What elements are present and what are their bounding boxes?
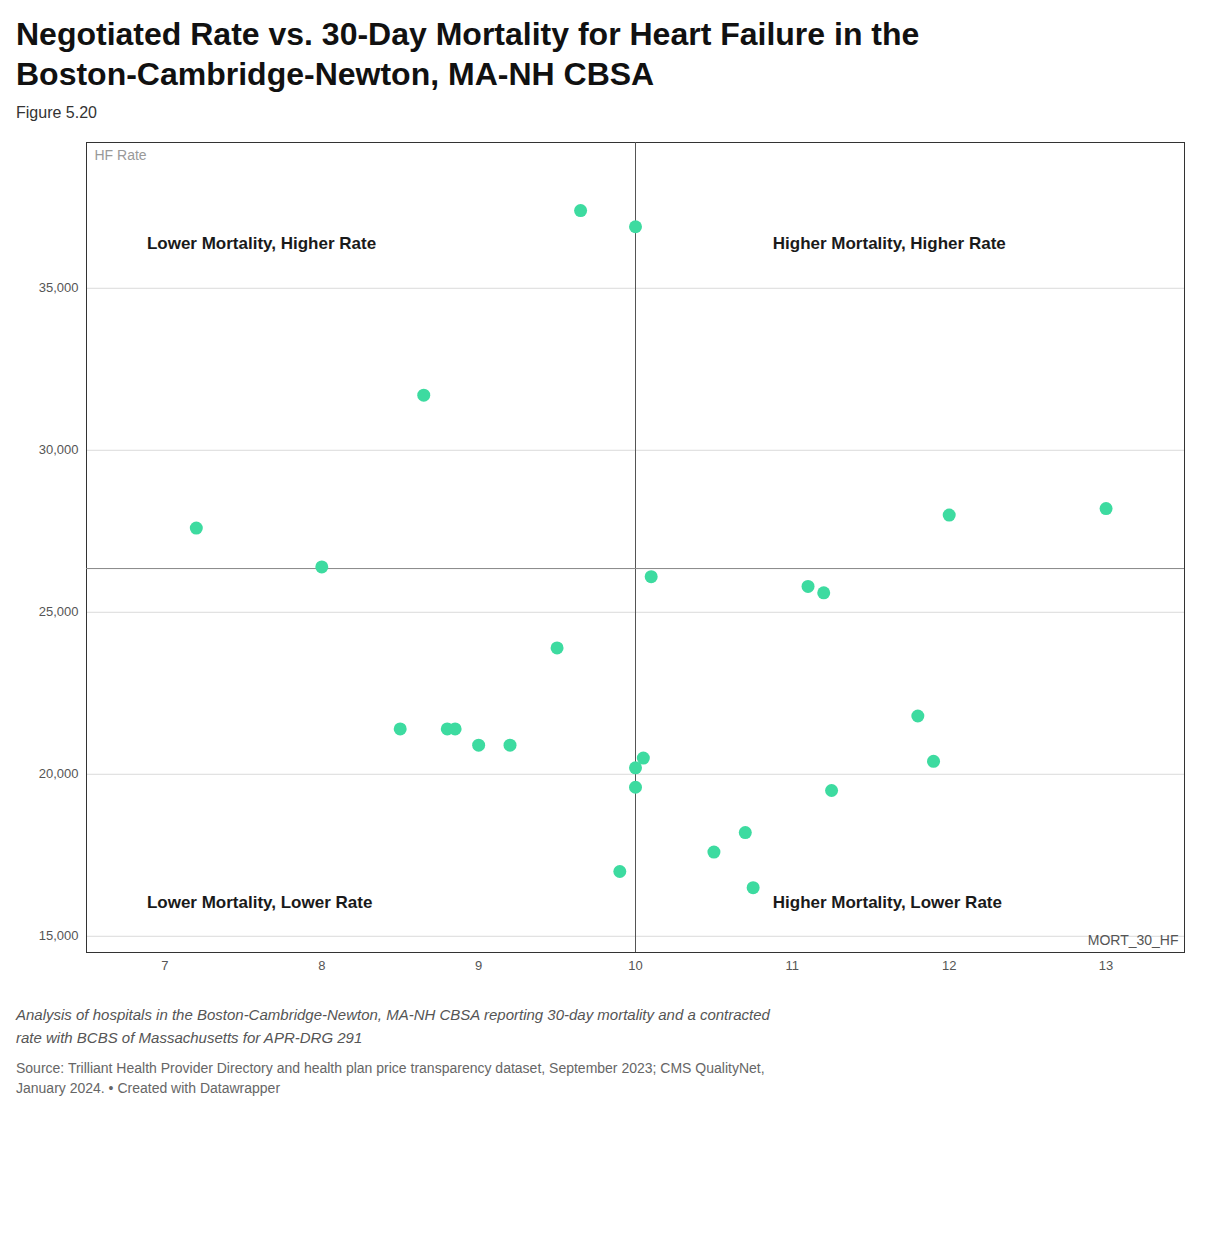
svg-text:Higher Mortality, Lower Rate: Higher Mortality, Lower Rate [773, 893, 1002, 912]
svg-text:Lower Mortality, Higher Rate: Lower Mortality, Higher Rate [147, 234, 376, 253]
svg-text:25,000: 25,000 [39, 604, 79, 619]
svg-text:MORT_30_HF: MORT_30_HF [1088, 932, 1179, 948]
svg-text:Higher Mortality, Higher Rate: Higher Mortality, Higher Rate [773, 234, 1006, 253]
svg-text:HF Rate: HF Rate [95, 147, 147, 163]
svg-text:9: 9 [475, 958, 482, 973]
svg-text:Lower Mortality, Lower Rate: Lower Mortality, Lower Rate [147, 893, 372, 912]
svg-text:15,000: 15,000 [39, 928, 79, 943]
svg-text:10: 10 [628, 958, 642, 973]
svg-text:13: 13 [1099, 958, 1113, 973]
html-text:Source: Trilliant Health Provi: Source: Trilliant Health Provider Direct… [16, 1060, 765, 1096]
svg-text:8: 8 [318, 958, 325, 973]
html-text:Analysis of hospitals in the B: Analysis of hospitals in the Boston-Camb… [16, 1006, 770, 1046]
svg-text:7: 7 [161, 958, 168, 973]
svg-text:20,000: 20,000 [39, 766, 79, 781]
svg-text:35,000: 35,000 [39, 280, 79, 295]
svg-text:11: 11 [786, 958, 800, 973]
html-text:Negotiated Rate vs. 30-Day Mor: Negotiated Rate vs. 30-Day Mortality for… [16, 16, 920, 92]
html-text:Figure 5.20: Figure 5.20 [16, 104, 97, 121]
svg-text:12: 12 [942, 958, 956, 973]
svg-text:30,000: 30,000 [39, 442, 79, 457]
